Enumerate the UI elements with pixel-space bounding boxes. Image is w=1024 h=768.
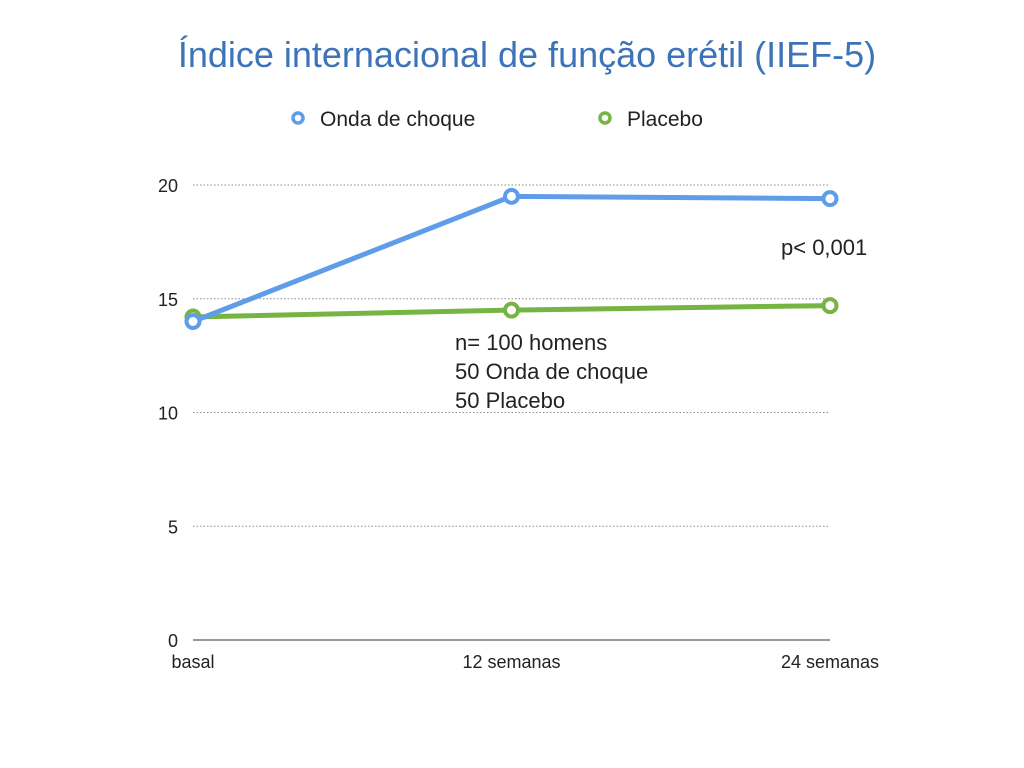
data-point [821, 297, 839, 315]
x-tick-label: 24 semanas [781, 652, 879, 672]
chart-title: Índice internacional de função erétil (I… [178, 34, 876, 75]
grid: 0 5 10 15 20 basal 12 semanas 24 semanas [158, 176, 879, 672]
y-tick-label: 10 [158, 404, 178, 424]
sample-annotation-line: 50 Onda de choque [455, 359, 648, 384]
series-group [184, 187, 839, 330]
x-tick-label: basal [171, 652, 214, 672]
data-point [821, 190, 839, 208]
legend-marker [598, 111, 612, 125]
y-tick-label: 20 [158, 176, 178, 196]
y-tick-label: 0 [168, 631, 178, 651]
y-tick-label: 5 [168, 517, 178, 537]
data-point [184, 313, 202, 330]
sample-annotation-line: 50 Placebo [455, 388, 565, 413]
y-tick-label: 15 [158, 290, 178, 310]
legend-label: Placebo [627, 108, 703, 131]
legend-marker [291, 111, 305, 125]
data-point [503, 187, 520, 205]
legend: Onda de choque Placebo [291, 108, 703, 131]
data-point [503, 301, 520, 319]
legend-label: Onda de choque [320, 108, 475, 131]
p-value-annotation: p< 0,001 [781, 235, 867, 260]
x-tick-label: 12 semanas [462, 652, 560, 672]
sample-annotation-line: n= 100 homens [455, 330, 607, 355]
